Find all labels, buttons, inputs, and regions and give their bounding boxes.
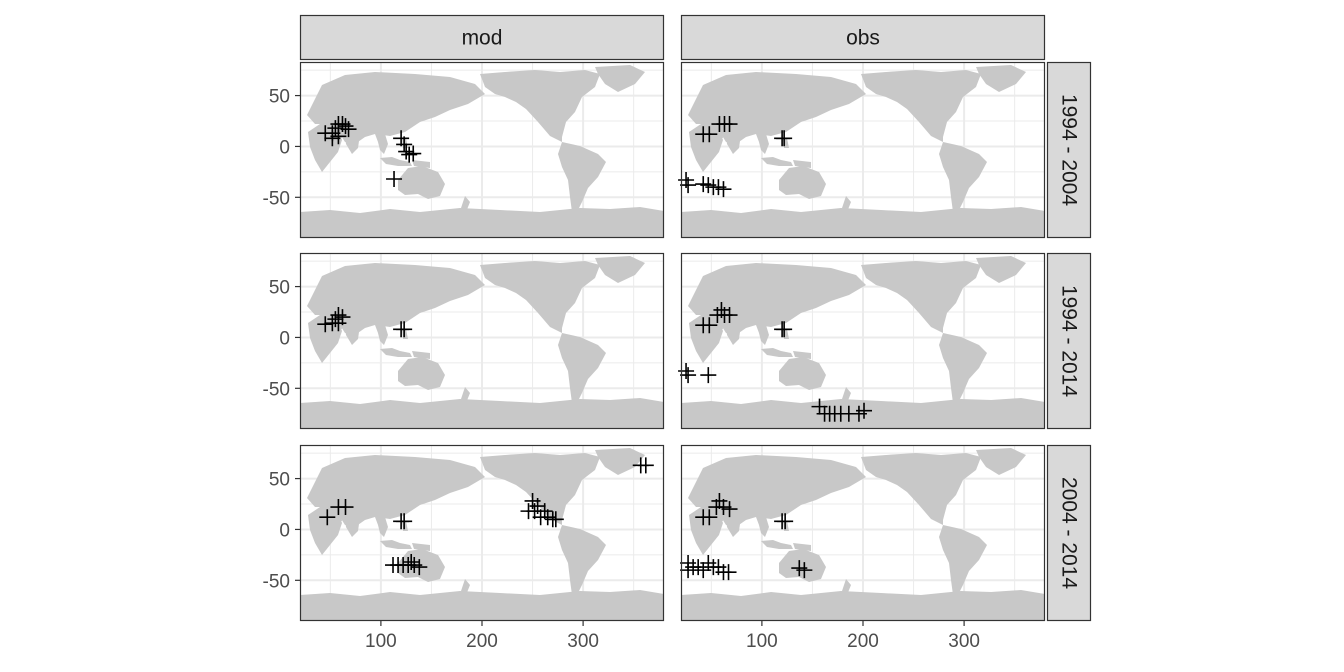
- plus-marker: [701, 126, 718, 143]
- panel-border: [299, 61, 665, 239]
- plus-marker: [317, 316, 334, 333]
- x-tick-label: 100: [365, 631, 397, 652]
- strip-background: [299, 14, 665, 61]
- panel-3-2: [680, 444, 1046, 622]
- panel-1-1: [299, 61, 665, 239]
- panel-border: [680, 444, 1046, 622]
- x-axis-2: 100 200 300: [746, 621, 980, 652]
- row-strip-3: 2004 - 2014: [1046, 444, 1092, 622]
- plus-marker: [330, 315, 347, 332]
- x-tick-label: 200: [847, 631, 879, 652]
- point-markers: [317, 116, 422, 187]
- plus-marker: [398, 143, 415, 160]
- panel-2-1: [299, 252, 665, 430]
- y-tick-label: 0: [279, 137, 290, 158]
- panel-3-1: [299, 444, 665, 622]
- row-strip-2: 1994 - 2014: [1046, 252, 1092, 430]
- panel-border: [680, 61, 1046, 239]
- plus-marker: [411, 559, 428, 576]
- plus-marker: [330, 128, 347, 145]
- point-markers: [680, 492, 813, 581]
- plus-marker: [396, 513, 413, 530]
- plus-marker: [340, 121, 357, 138]
- plus-marker: [547, 511, 564, 528]
- plus-marker: [678, 363, 695, 380]
- plus-marker: [405, 145, 422, 162]
- plus-marker: [680, 367, 697, 384]
- plus-marker: [327, 311, 344, 328]
- column-strip-label: mod: [462, 27, 503, 50]
- plus-marker: [403, 553, 420, 570]
- row-strip-label: 1994 - 2014: [1058, 285, 1081, 397]
- plus-marker: [776, 130, 793, 147]
- strip-background: [1046, 444, 1092, 622]
- plus-marker: [680, 177, 697, 194]
- plus-marker: [715, 181, 732, 198]
- plus-marker: [721, 307, 738, 324]
- row-strip-label: 1994 - 2004: [1058, 94, 1081, 206]
- column-strip-mod: mod: [299, 14, 665, 61]
- plus-marker: [327, 120, 344, 137]
- x-tick-label: 100: [746, 631, 778, 652]
- plus-marker: [720, 564, 737, 581]
- column-strip-obs: obs: [680, 14, 1046, 61]
- column-strip-label: obs: [846, 27, 880, 50]
- x-tick-label: 300: [567, 631, 599, 652]
- plus-marker: [701, 317, 718, 334]
- plus-marker: [319, 509, 336, 526]
- plus-marker: [401, 146, 418, 163]
- y-tick-label: -50: [263, 379, 290, 400]
- y-tick-label: 0: [279, 520, 290, 541]
- axes-layer: 50 0 -50 50 0 -50 50 0 -50 100 200 300 100 200 300: [263, 87, 980, 652]
- plus-marker: [396, 136, 413, 153]
- y-tick-label: 50: [269, 470, 290, 491]
- y-tick-label: 0: [279, 328, 290, 349]
- plus-marker: [337, 118, 354, 135]
- plus-marker: [337, 499, 354, 516]
- strip-background: [1046, 252, 1092, 430]
- plus-marker: [721, 116, 738, 133]
- point-markers: [319, 457, 654, 576]
- x-tick-label: 300: [948, 631, 980, 652]
- y-tick-label: 50: [269, 278, 290, 299]
- point-markers: [678, 116, 793, 198]
- point-markers: [678, 301, 873, 422]
- y-tick-label: 50: [269, 87, 290, 108]
- y-axis-2: 50 0 -50: [263, 278, 300, 400]
- plus-marker: [796, 562, 813, 579]
- panel-1-2: [678, 61, 1046, 239]
- panels-layer: [299, 61, 1046, 622]
- x-tick-label: 200: [466, 631, 498, 652]
- strips-layer: mod obs 1994 - 2004 1994 - 2014 2004 - 2014: [299, 14, 1092, 622]
- plus-marker: [396, 321, 413, 338]
- y-axis-1: 50 0 -50: [263, 87, 300, 209]
- panel-border: [299, 252, 665, 430]
- x-axis-1: 100 200 300: [365, 621, 599, 652]
- plus-marker: [637, 457, 654, 474]
- strip-background: [1046, 61, 1092, 239]
- plus-marker: [721, 501, 738, 518]
- plus-marker: [776, 321, 793, 338]
- strip-background: [680, 14, 1046, 61]
- plus-marker: [856, 402, 873, 419]
- plus-marker: [701, 509, 718, 526]
- plus-marker: [386, 170, 403, 187]
- y-tick-label: -50: [263, 571, 290, 592]
- panel-border: [680, 252, 1046, 430]
- plus-marker: [700, 367, 717, 384]
- panel-border: [299, 444, 665, 622]
- plus-marker: [777, 513, 794, 530]
- point-markers: [317, 307, 413, 338]
- panel-2-2: [678, 252, 1046, 430]
- row-strip-label: 2004 - 2014: [1058, 477, 1081, 589]
- row-strip-1: 1994 - 2004: [1046, 61, 1092, 239]
- y-tick-label: -50: [263, 188, 290, 209]
- y-axis-3: 50 0 -50: [263, 470, 300, 592]
